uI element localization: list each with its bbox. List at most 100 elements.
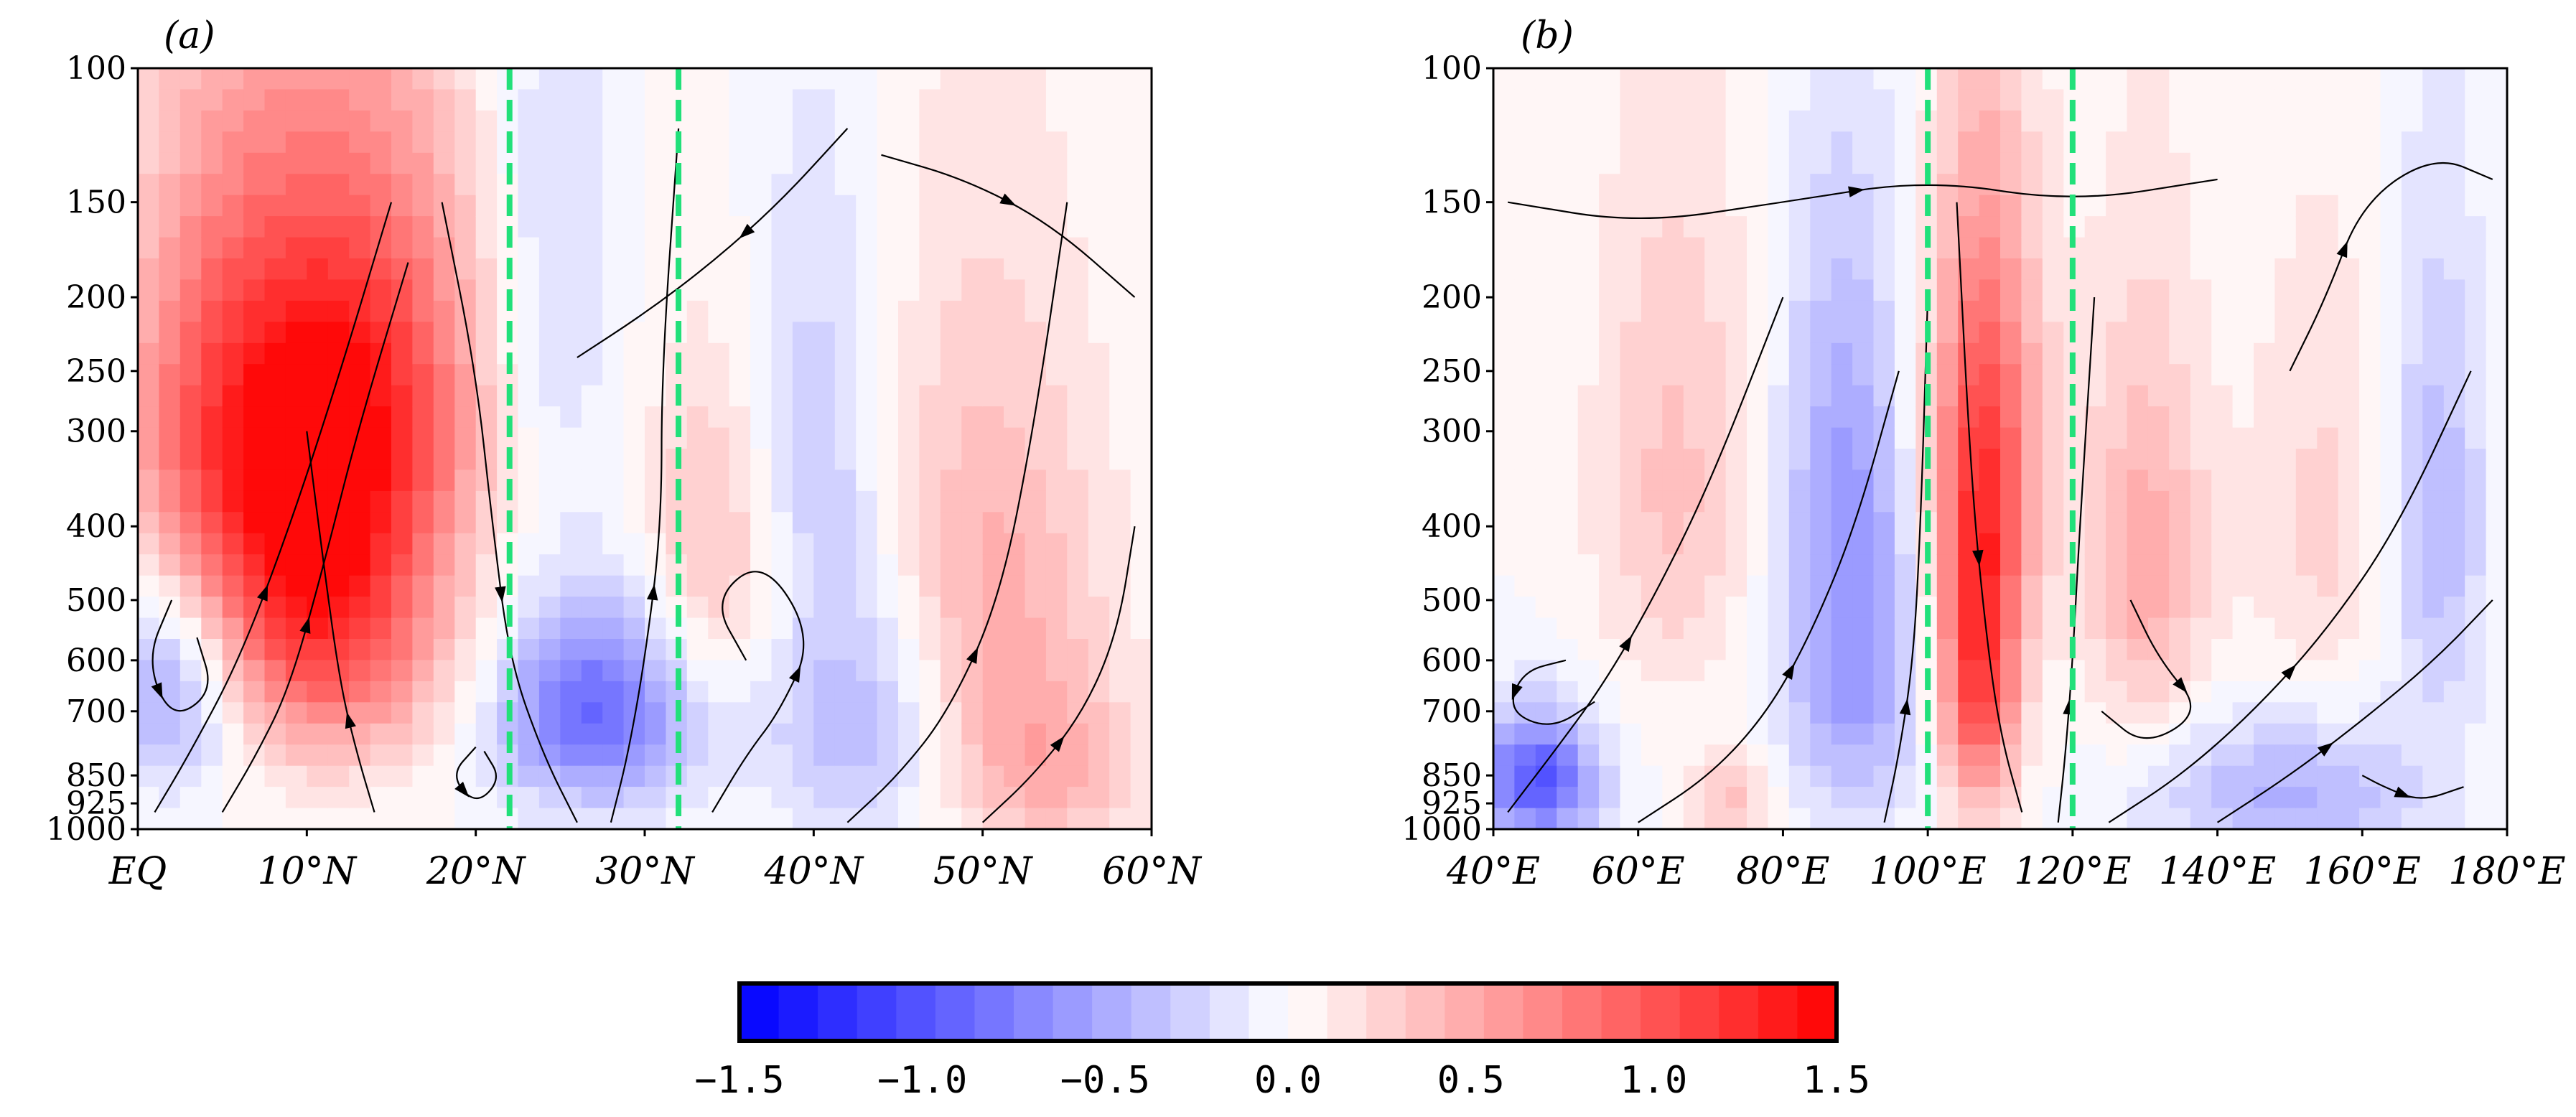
heat-cell [2106,512,2128,534]
heat-cell [1704,512,1727,534]
heat-cell [2465,490,2487,513]
heat-cell [2317,237,2339,259]
heat-cell [2084,469,2106,492]
heat-cell [708,427,730,449]
heat-cell [982,68,1004,90]
heat-cell [2486,68,2507,90]
heat-cell [138,322,160,344]
heat-cell [327,744,350,767]
heat-cell [2232,597,2254,619]
heat-cell [138,575,160,597]
heat-cell [1025,237,1047,259]
heat-cell [1725,449,1747,471]
heat-cell [2254,787,2276,809]
heat-cell [412,364,434,386]
heat-cell [2317,110,2339,133]
heat-cell [602,449,625,471]
heat-cell [454,723,477,745]
heat-cell [1704,68,1727,90]
heat-cell [1662,681,1684,704]
heat-cell [750,660,773,682]
heat-cell [1620,808,1642,829]
heat-cell [2295,279,2318,302]
heat-cell [1620,110,1642,133]
heat-cell [982,385,1004,407]
heat-cell [1958,765,1980,787]
heat-cell [2338,131,2360,154]
heat-cell [412,744,434,767]
heat-cell [602,533,625,555]
heat-cell [1577,808,1600,829]
heat-cell [391,364,414,386]
heat-cell [2401,617,2424,640]
heat-cell [982,216,1004,238]
heat-cell [349,152,371,174]
heat-cell [1747,639,1769,661]
heat-cell [877,490,899,513]
heat-cell [1109,427,1131,449]
heat-cell [2380,279,2402,302]
heat-cell [538,342,561,365]
heat-cell [179,300,202,323]
heat-cell [1557,490,1579,513]
heat-cell [602,575,625,597]
heat-cell [2127,660,2149,682]
heat-cell [686,322,709,344]
heat-cell [327,110,350,133]
heat-cell [1979,490,2001,513]
streamline [306,431,375,813]
streamline-arrow [1972,549,1984,566]
heat-cell [1109,512,1131,534]
heat-cell [412,216,434,238]
heat-cell [2021,89,2043,111]
heat-cell [391,110,414,133]
streamline [846,202,1068,823]
heat-cell [581,639,603,661]
heat-cell [856,554,878,576]
heat-cell [1662,490,1684,513]
heat-cell [2443,597,2465,619]
heat-cell [2127,533,2149,555]
heat-cell [1662,258,1684,281]
heat-cell [2465,765,2487,787]
heat-cell [1493,512,1516,534]
heat-cell [243,681,266,704]
y-tick-label: 700 [66,693,126,730]
heat-cell [1004,681,1026,704]
heat-cell [285,681,308,704]
heat-cell [1788,597,1811,619]
heat-cell [2021,427,2043,449]
panel-label-a: (a) [164,14,215,57]
heat-cell [919,131,941,154]
heat-cell [1831,427,1853,449]
heat-cell [222,258,244,281]
heat-cell [1747,533,1769,555]
heat-cell [2211,490,2234,513]
heat-cell [792,342,815,365]
heat-cell [349,597,371,619]
heat-cell [1747,216,1769,238]
heat-cell [1025,490,1047,513]
heat-cell [2106,597,2128,619]
heat-cell [1936,195,1959,217]
heat-cell [475,597,498,619]
heat-cell [581,68,603,90]
heat-cell [2254,342,2276,365]
heat-cell [1852,512,1875,534]
heat-cell [940,89,962,111]
heat-cell [391,512,414,534]
heat-cell [2190,469,2212,492]
heat-cell [1067,681,1089,704]
heat-cell [877,216,899,238]
heat-cell [1894,787,1917,809]
heat-cell [1936,237,1959,259]
heat-cell [2359,427,2381,449]
heat-cell [2211,342,2234,365]
heat-cell [2084,406,2106,429]
heat-cell [201,174,223,196]
heat-cell [1852,681,1875,704]
heat-cell [349,131,371,154]
heat-cell [1683,765,1705,787]
heat-cell [264,449,286,471]
anomaly-field-a [138,68,1152,829]
